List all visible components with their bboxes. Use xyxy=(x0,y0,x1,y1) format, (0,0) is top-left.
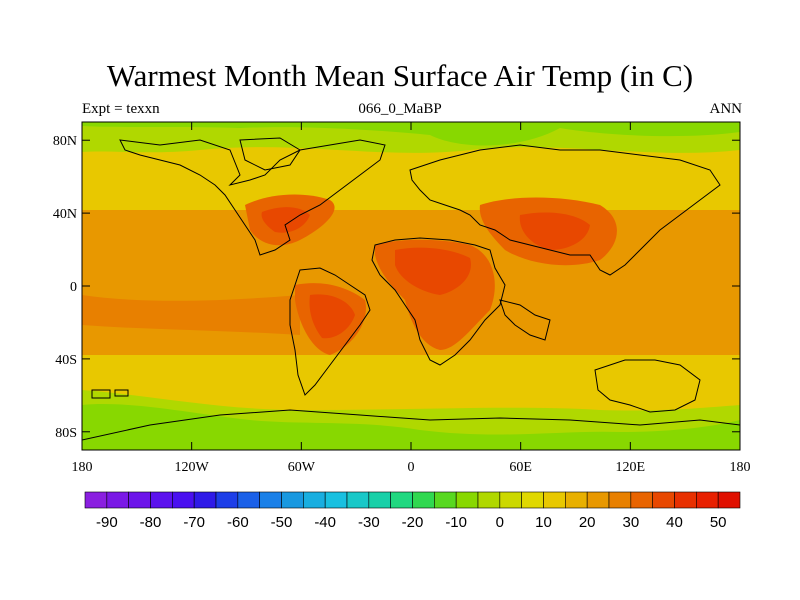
colorbar-swatch xyxy=(412,491,435,509)
colorbar-label: -30 xyxy=(358,514,380,531)
field-east-pacific-warm xyxy=(82,295,300,335)
colorbar-swatch xyxy=(215,491,239,509)
colorbar-swatch xyxy=(499,491,522,509)
field-africa-core xyxy=(395,247,471,295)
colorbar-swatch xyxy=(696,491,719,509)
colorbar-swatch xyxy=(434,491,457,509)
colorbar-swatch xyxy=(717,491,741,509)
colorbar-label: -50 xyxy=(271,514,293,531)
field-arctic-cold xyxy=(82,122,740,146)
field-na-core xyxy=(261,207,310,233)
colorbar-label: -70 xyxy=(183,514,205,531)
lon-tick-label: 60E xyxy=(509,460,532,475)
colorbar-swatch xyxy=(303,491,326,509)
colorbar-swatch xyxy=(543,491,566,509)
lon-axis: 180 120W 60W 0 60E 120E 180 xyxy=(72,122,751,475)
colorbar-swatch xyxy=(521,491,544,509)
colorbar-swatch xyxy=(565,491,588,509)
coastline-africa xyxy=(371,237,506,366)
lon-tick-label: 180 xyxy=(72,460,93,475)
colorbar-swatch xyxy=(477,491,501,509)
period-label: ANN xyxy=(709,101,743,117)
colorbar-label: 50 xyxy=(710,514,727,531)
colorbar-swatch xyxy=(259,491,282,509)
colorbar-swatch xyxy=(674,491,697,509)
field-sa-core xyxy=(309,294,355,339)
coastline-antarctica xyxy=(82,409,740,441)
lat-tick-label: 40S xyxy=(55,353,77,368)
lat-tick-label: 0 xyxy=(70,280,77,295)
coastline-north-america xyxy=(119,139,386,256)
timeslice-label: 066_0_MaBP xyxy=(358,101,442,117)
colorbar-swatch xyxy=(455,491,479,509)
colorbar-swatch xyxy=(172,491,195,509)
field-asia-core xyxy=(519,212,590,250)
colorbar-swatch xyxy=(630,491,653,509)
coastline-south-america xyxy=(289,267,371,396)
coastline-small-island-2 xyxy=(114,389,129,397)
colorbar-label: -40 xyxy=(314,514,336,531)
coastline-small-island xyxy=(91,389,111,399)
colorbar-label: -60 xyxy=(227,514,249,531)
colorbar-swatch xyxy=(608,491,632,509)
coastline-eurasia xyxy=(409,144,721,276)
lon-tick-label: 180 xyxy=(730,460,751,475)
colorbar-swatch xyxy=(128,491,151,509)
coastline-arabia-india xyxy=(499,299,551,341)
colorbar-swatch xyxy=(106,491,129,509)
colorbar-swatch xyxy=(586,491,610,509)
temperature-map xyxy=(82,122,740,450)
colorbar-swatch xyxy=(390,491,413,509)
experiment-label: Expt = texxn xyxy=(82,101,160,117)
colorbar-swatch xyxy=(150,491,173,509)
colorbar-label: -10 xyxy=(445,514,467,531)
lat-tick-label: 40N xyxy=(53,207,77,222)
colorbar-label: -20 xyxy=(402,514,424,531)
coastline-greenland xyxy=(239,137,301,171)
lat-axis: 80N 40N 0 40S 80S xyxy=(53,134,740,441)
colorbar-swatch xyxy=(652,491,675,509)
colorbar-label: -80 xyxy=(140,514,162,531)
colorbar: -90 -80 -70 -60 -50 -40 -30 -20 -10 0 10 20 30 40 50 xyxy=(84,491,741,531)
field-antarctic-cold xyxy=(82,403,740,450)
colorbar-label: 10 xyxy=(535,514,552,531)
colorbar-label: -90 xyxy=(96,514,118,531)
colorbar-swatch xyxy=(237,491,260,509)
coastlines xyxy=(82,137,740,441)
lon-tick-label: 60W xyxy=(288,460,316,475)
lat-tick-label: 80S xyxy=(55,426,77,441)
lat-tick-label: 80N xyxy=(53,134,77,149)
colorbar-label: 0 xyxy=(496,514,504,531)
lon-tick-label: 120E xyxy=(616,460,646,475)
colorbar-swatch xyxy=(368,491,391,509)
map-title: Warmest Month Mean Surface Air Temp (in … xyxy=(106,58,694,93)
lon-tick-label: 0 xyxy=(408,460,415,475)
lon-tick-label: 120W xyxy=(175,460,210,475)
colorbar-label: 40 xyxy=(666,514,683,531)
colorbar-swatch xyxy=(346,491,370,509)
colorbar-label: 30 xyxy=(622,514,639,531)
colorbar-swatch xyxy=(281,491,304,509)
colorbar-swatch xyxy=(193,491,217,509)
coastline-australia xyxy=(594,359,701,413)
colorbar-swatch xyxy=(84,491,108,509)
colorbar-swatch xyxy=(324,491,348,509)
colorbar-label: 20 xyxy=(579,514,596,531)
